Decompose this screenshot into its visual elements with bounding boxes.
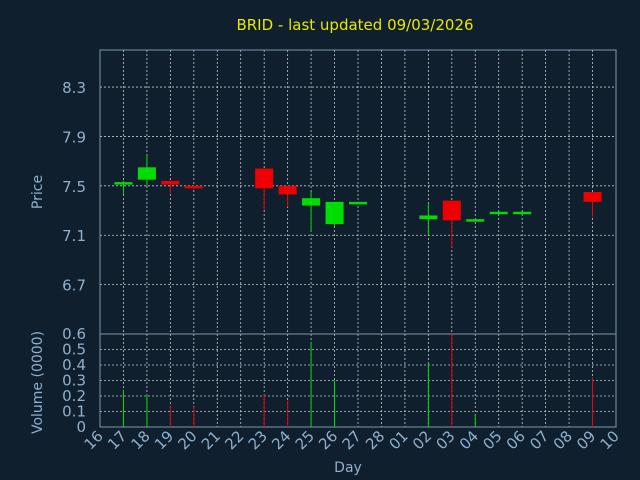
x-tick-label: 25 — [292, 427, 318, 453]
x-tick-label: 08 — [550, 427, 576, 453]
volume-tick-label: 0.1 — [62, 403, 86, 421]
volume-tick-label: 0 — [76, 418, 86, 436]
x-tick-label: 02 — [409, 427, 435, 453]
x-tick-label: 03 — [432, 427, 458, 453]
x-tick-label: 07 — [526, 427, 552, 453]
volume-panel-frame — [99, 333, 617, 428]
x-tick-label: 05 — [479, 427, 505, 453]
candle-body — [349, 201, 367, 205]
x-tick-label: 01 — [386, 427, 412, 453]
x-tick-label: 21 — [198, 427, 224, 453]
candle-body — [419, 215, 438, 220]
x-tick-label: 28 — [362, 427, 388, 453]
x-tick-label: 09 — [573, 427, 599, 453]
x-tick-label: 27 — [339, 427, 365, 453]
candle-body — [466, 219, 485, 222]
x-tick-label: 06 — [503, 427, 529, 453]
chart-title: BRID - last updated 09/03/2026 — [236, 16, 473, 34]
x-tick-label: 10 — [597, 427, 623, 453]
x-tick-label: 26 — [315, 427, 341, 453]
x-tick-label: 18 — [128, 427, 154, 453]
price-tick-label: 6.7 — [62, 277, 86, 295]
price-tick-label: 7.1 — [62, 227, 86, 245]
volume-tick-label: 0.4 — [62, 356, 86, 374]
candle-body — [325, 201, 344, 225]
volume-tick-label: 0.2 — [62, 387, 86, 405]
candle-body — [442, 200, 461, 221]
volume-tick-label: 0.3 — [62, 372, 86, 390]
volume-axis-label: Volume (0000) — [30, 331, 46, 434]
candle-body — [114, 182, 133, 185]
candle-body — [583, 192, 602, 202]
x-tick-label: 22 — [221, 427, 247, 453]
candle-body — [255, 168, 274, 189]
price-tick-label: 8.3 — [62, 79, 86, 97]
price-tick-label: 7.5 — [62, 178, 86, 196]
x-tick-label: 04 — [456, 427, 482, 453]
volume-tick-label: 0.5 — [62, 341, 86, 359]
candle-body — [161, 180, 180, 185]
x-tick-label: 24 — [268, 427, 294, 453]
x-tick-label: 20 — [174, 427, 200, 453]
candle-body — [513, 211, 532, 215]
x-tick-label: 17 — [104, 427, 130, 453]
candle-body — [489, 211, 508, 215]
x-axis-label: Day — [334, 460, 362, 476]
candle-body — [302, 198, 321, 206]
x-tick-label: 23 — [245, 427, 271, 453]
candle-body — [278, 185, 297, 195]
price-axis-label: Price — [30, 175, 46, 209]
volume-panel: 00.10.20.30.40.50.6 — [62, 325, 617, 436]
candle-body — [184, 185, 203, 189]
x-axis: 1617181920212223242526272801020304050607… — [81, 427, 623, 453]
candle-body — [137, 167, 156, 180]
price-tick-label: 7.9 — [62, 128, 86, 146]
x-tick-label: 19 — [151, 427, 177, 453]
price-panel: 8.3 7.9 7.5 7.1 6.7 — [62, 49, 617, 335]
volume-tick-label: 0.6 — [62, 325, 86, 343]
